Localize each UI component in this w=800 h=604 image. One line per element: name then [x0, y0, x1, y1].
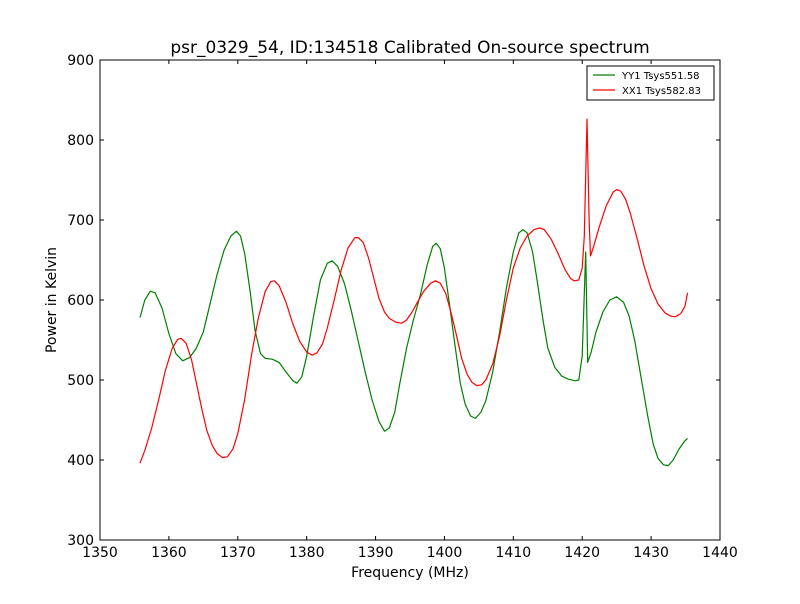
- y-tick-label: 700: [67, 213, 94, 229]
- x-tick-label: 1410: [496, 545, 532, 561]
- x-tick-label: 1380: [289, 545, 325, 561]
- x-tick-label: 1390: [358, 545, 394, 561]
- series-layer: [139, 118, 689, 467]
- x-tick-label: 1430: [633, 545, 669, 561]
- legend-box: [586, 65, 715, 101]
- y-axis-label: Power in Kelvin: [44, 247, 60, 353]
- y-tick-label: 300: [67, 533, 94, 549]
- legend: YY1 Tsys551.58 XX1 Tsys582.83: [586, 65, 715, 101]
- x-tick-label: 1370: [220, 545, 256, 561]
- x-axis-label: Frequency (MHz): [351, 565, 469, 581]
- x-tick-label: 1440: [702, 545, 738, 561]
- chart-title: psr_0329_54, ID:134518 Calibrated On-sou…: [170, 38, 649, 58]
- y-tick-label: 600: [67, 293, 94, 309]
- legend-label-1: YY1 Tsys551.58: [621, 71, 700, 82]
- y-tick-label: 400: [67, 453, 94, 469]
- y-tick-label: 800: [67, 133, 94, 149]
- y-tick-label: 500: [67, 373, 94, 389]
- series-line-1: [139, 229, 689, 467]
- axis-ticks: 1350 1360 1370 1380 1390 1400 1410 1420 1430 1440…: [67, 53, 738, 561]
- x-tick-label: 1400: [427, 545, 463, 561]
- legend-label-2: XX1 Tsys582.83: [622, 86, 701, 97]
- y-tick-label: 900: [67, 53, 94, 69]
- x-tick-label: 1350: [82, 545, 118, 561]
- x-tick-label: 1420: [564, 545, 600, 561]
- plot-frame: [99, 59, 721, 541]
- series-line-2: [139, 118, 689, 464]
- x-tick-label: 1360: [151, 545, 187, 561]
